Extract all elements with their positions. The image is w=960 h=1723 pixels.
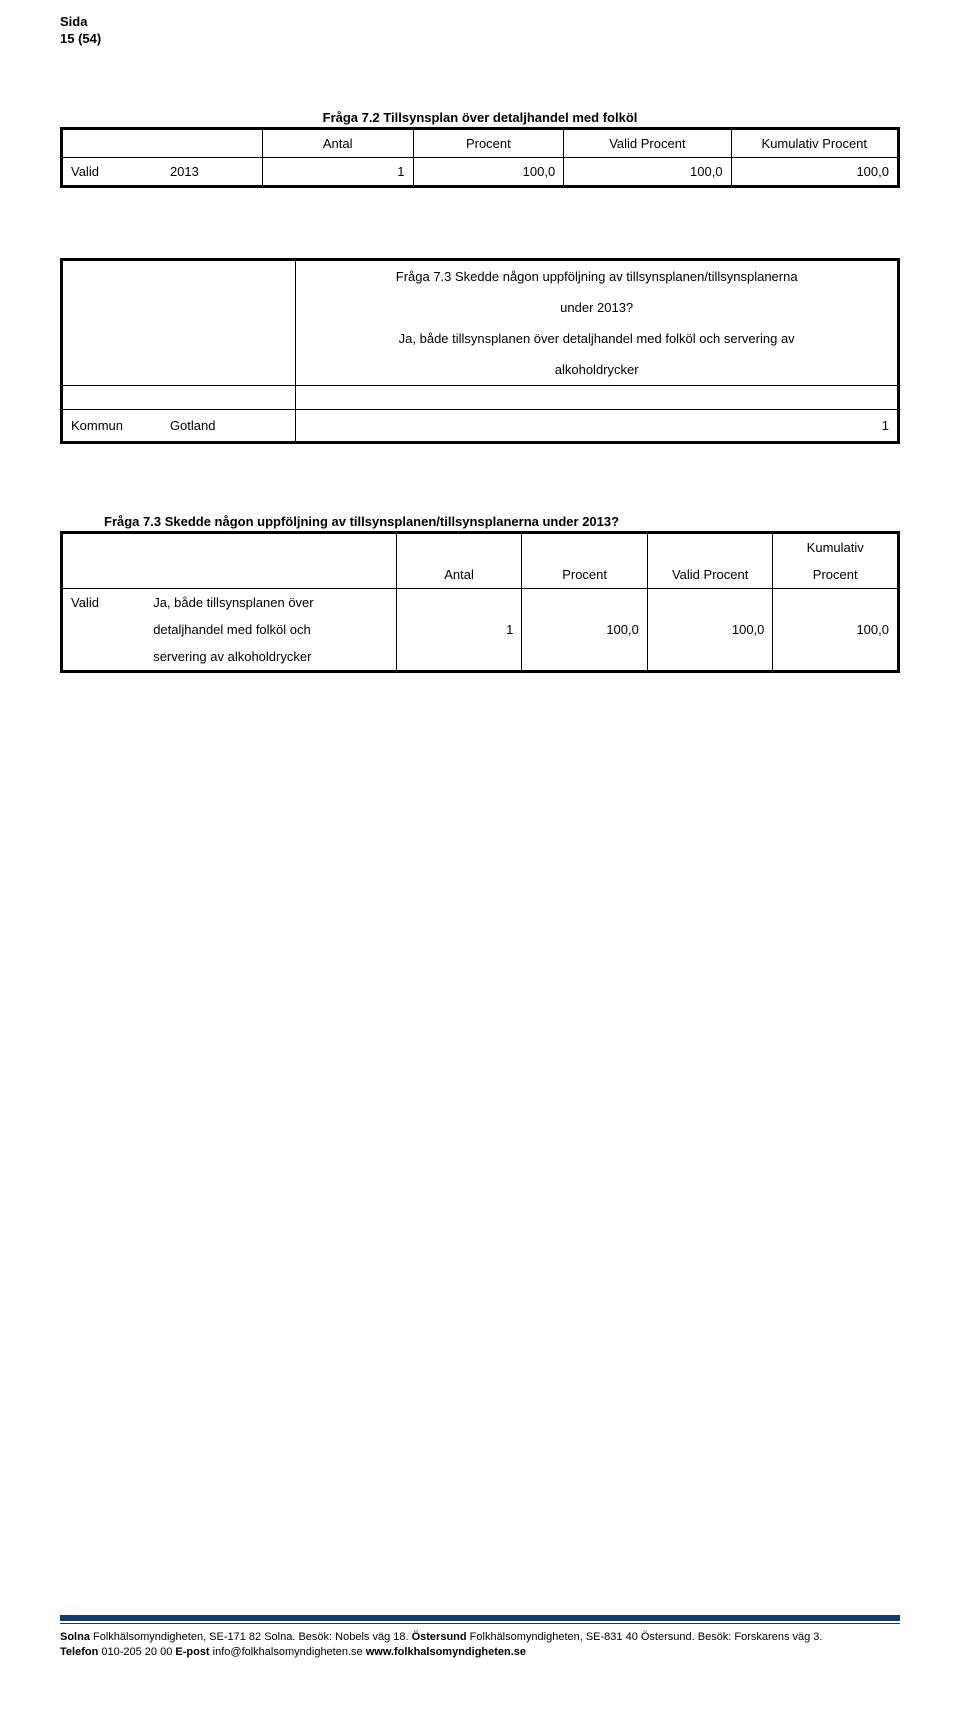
page-number: 15 (54) — [60, 31, 900, 48]
table-row: Ja, både tillsynsplanen över detaljhande… — [62, 323, 899, 354]
table-row: Valid Ja, både tillsynsplanen över — [62, 588, 899, 616]
table-row: alkoholdrycker — [62, 354, 899, 386]
col-procent: Procent — [413, 128, 564, 157]
footer-www: www.folkhalsomyndigheten.se — [366, 1646, 526, 1658]
footer-solna: Solna — [60, 1631, 90, 1643]
cell-procent: 100,0 — [522, 616, 648, 643]
question-line2: under 2013? — [296, 292, 899, 323]
table-7-3a-block: Fråga 7.3 Skedde någon uppföljning av ti… — [60, 258, 900, 444]
table-row: detaljhandel med folköl och 1 100,0 100,… — [62, 616, 899, 643]
table-row: Fråga 7.3 Skedde någon uppföljning av ti… — [62, 259, 899, 292]
cell-valid: 100,0 — [564, 157, 731, 186]
table-row: Kumulativ — [62, 532, 899, 561]
question-line1: Fråga 7.3 Skedde någon uppföljning av ti… — [296, 259, 899, 292]
row-text-l1: Ja, både tillsynsplanen över — [145, 588, 396, 616]
cell-kumulativ: 100,0 — [731, 157, 898, 186]
footer-epost: E-post — [175, 1646, 209, 1658]
row-text-l2: detaljhandel med folköl och — [145, 616, 396, 643]
blank-cell — [296, 385, 899, 409]
table-7-2: Antal Procent Valid Procent Kumulativ Pr… — [60, 127, 900, 188]
row-label-gotland: Gotland — [162, 409, 296, 442]
cell-value: 1 — [296, 409, 899, 442]
answer-line1: Ja, både tillsynsplanen över detaljhande… — [296, 323, 899, 354]
footer-line2: Telefon 010-205 20 00 E-post info@folkha… — [60, 1645, 900, 1660]
cell-antal: 1 — [262, 157, 413, 186]
table-7-2-block: Fråga 7.2 Tillsynsplan över detaljhandel… — [60, 110, 900, 188]
col-valid-procent: Valid Procent — [647, 561, 773, 589]
cell-valid: 100,0 — [647, 616, 773, 643]
page-header: Sida 15 (54) — [60, 14, 900, 48]
row-label-kommun: Kommun — [62, 409, 162, 442]
table-row: Antal Procent Valid Procent Kumulativ Pr… — [62, 128, 899, 157]
page-footer: Solna Folkhälsomyndigheten, SE-171 82 So… — [60, 1615, 900, 1660]
cell-antal: 1 — [396, 616, 522, 643]
table-7-3b-block: Fråga 7.3 Skedde någon uppföljning av ti… — [60, 514, 900, 673]
cell-procent: 100,0 — [413, 157, 564, 186]
page: Sida 15 (54) Fråga 7.2 Tillsynsplan över… — [0, 0, 960, 1660]
col-valid-procent: Valid Procent — [564, 128, 731, 157]
col-procent: Procent — [522, 561, 648, 589]
table-row — [62, 385, 899, 409]
side-label: Sida — [60, 14, 900, 31]
col-antal: Antal — [262, 128, 413, 157]
table-row: Antal Procent Valid Procent Procent — [62, 561, 899, 589]
table-row: Kommun Gotland 1 — [62, 409, 899, 442]
table-row: servering av alkoholdrycker — [62, 643, 899, 672]
row-label-valid: Valid — [62, 157, 162, 186]
table-7-3b-caption: Fråga 7.3 Skedde någon uppföljning av ti… — [60, 514, 900, 529]
row-label-valid: Valid — [62, 588, 146, 616]
table-7-2-caption: Fråga 7.2 Tillsynsplan över detaljhandel… — [60, 110, 900, 125]
col-kumulativ-bot: Procent — [773, 561, 899, 589]
cell-kumulativ: 100,0 — [773, 616, 899, 643]
answer-line2: alkoholdrycker — [296, 354, 899, 386]
col-kumulativ-procent: Kumulativ Procent — [731, 128, 898, 157]
footer-text: Solna Folkhälsomyndigheten, SE-171 82 So… — [60, 1623, 900, 1660]
footer-ostersund: Östersund — [412, 1631, 467, 1643]
col-antal: Antal — [396, 561, 522, 589]
table-7-3b: Kumulativ Antal Procent Valid Procent Pr… — [60, 531, 900, 673]
table-7-3a: Fråga 7.3 Skedde någon uppföljning av ti… — [60, 258, 900, 444]
col-kumulativ-top: Kumulativ — [773, 532, 899, 561]
row-label-year: 2013 — [162, 157, 262, 186]
footer-telefon: Telefon — [60, 1646, 98, 1658]
table-row: under 2013? — [62, 292, 899, 323]
footer-line1: Solna Folkhälsomyndigheten, SE-171 82 So… — [60, 1630, 900, 1645]
row-text-l3: servering av alkoholdrycker — [145, 643, 396, 672]
table-row: Valid 2013 1 100,0 100,0 100,0 — [62, 157, 899, 186]
